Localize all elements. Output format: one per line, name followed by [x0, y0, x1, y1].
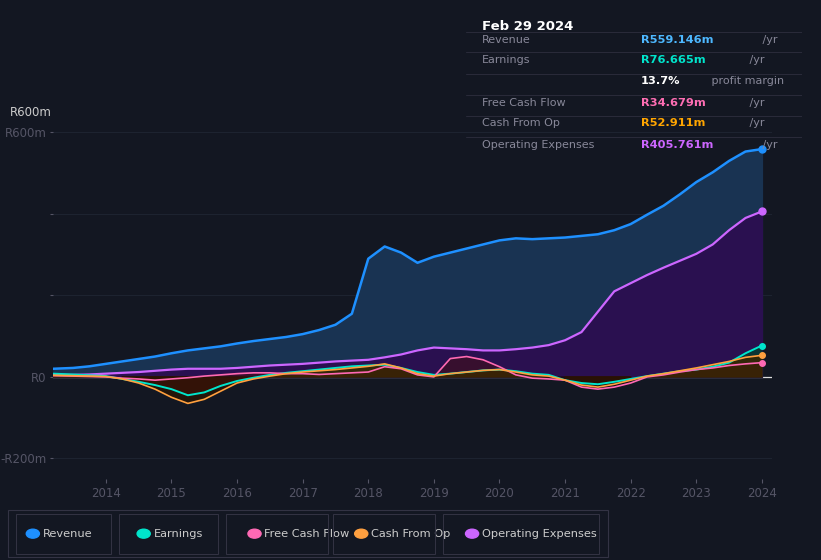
Text: 13.7%: 13.7%: [640, 76, 680, 86]
Text: Free Cash Flow: Free Cash Flow: [264, 529, 350, 539]
Text: profit margin: profit margin: [708, 76, 784, 86]
Text: Free Cash Flow: Free Cash Flow: [482, 97, 566, 108]
Text: R76.665m: R76.665m: [640, 55, 705, 66]
Text: Revenue: Revenue: [482, 35, 531, 45]
Text: R600m: R600m: [10, 105, 52, 119]
Text: /yr: /yr: [746, 118, 764, 128]
Text: Cash From Op: Cash From Op: [371, 529, 451, 539]
Text: Operating Expenses: Operating Expenses: [482, 529, 597, 539]
Text: Earnings: Earnings: [154, 529, 203, 539]
Text: Operating Expenses: Operating Expenses: [482, 140, 594, 150]
Text: Cash From Op: Cash From Op: [482, 118, 560, 128]
Text: R34.679m: R34.679m: [640, 97, 705, 108]
Text: R52.911m: R52.911m: [640, 118, 705, 128]
Text: /yr: /yr: [746, 55, 764, 66]
Text: Earnings: Earnings: [482, 55, 531, 66]
Text: Revenue: Revenue: [43, 529, 92, 539]
Text: R559.146m: R559.146m: [640, 35, 713, 45]
Text: R405.761m: R405.761m: [640, 140, 713, 150]
Text: /yr: /yr: [746, 97, 764, 108]
Text: Feb 29 2024: Feb 29 2024: [482, 20, 574, 33]
Text: /yr: /yr: [759, 35, 777, 45]
Text: /yr: /yr: [759, 140, 777, 150]
